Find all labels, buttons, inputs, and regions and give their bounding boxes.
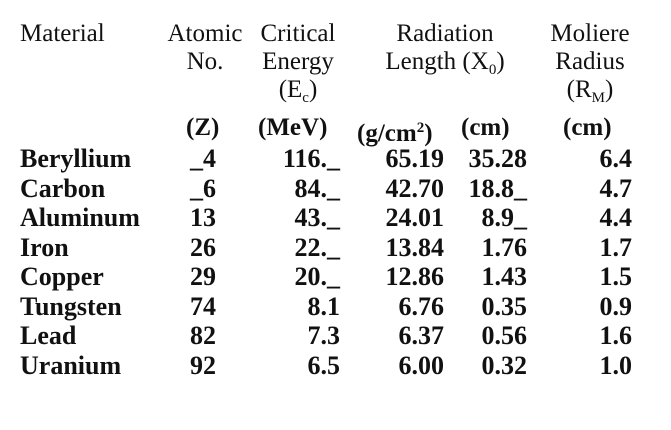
unit-gcm2: (g/cm2) xyxy=(357,120,433,147)
atomic-number: 82 xyxy=(190,321,216,350)
material-name: Copper xyxy=(20,262,104,291)
moliere-radius: 1.5 xyxy=(599,262,633,291)
moliere-radius: 4.7 xyxy=(599,173,633,203)
header-atomic-line2: No. xyxy=(186,48,224,75)
radiation-length-cm: 1.76 xyxy=(481,232,528,262)
critical-energy: 6.5 xyxy=(307,350,341,380)
material-name: Iron xyxy=(20,232,69,262)
material-name: Aluminum xyxy=(20,203,140,232)
atomic-number: 29 xyxy=(190,262,216,291)
header-radiation-line1: Radiation xyxy=(396,20,494,47)
atomic-number: 26 xyxy=(190,232,216,262)
atomic-number: 74 xyxy=(190,291,216,321)
header-critical-energy: Critical Energy (Ec) xyxy=(248,20,348,112)
header-critical-line2: Energy xyxy=(262,48,334,75)
atomic-number: 92 xyxy=(190,350,216,380)
atomic-number: 13 xyxy=(190,203,216,232)
header-moliere-line1: Moliere xyxy=(550,20,630,47)
critical-energy: 22._ xyxy=(294,232,341,262)
material-name: Carbon xyxy=(20,173,106,203)
radiation-length-cm: 35.28 xyxy=(468,144,528,173)
radiation-length-cm: 0.35 xyxy=(481,291,528,321)
header-radiation-length: Radiation Length (X0) xyxy=(355,20,535,84)
unit-cm-radius: (cm) xyxy=(563,114,612,141)
header-moliere-line2: Radius xyxy=(555,48,625,75)
header-atomic-number: Atomic No. xyxy=(160,20,250,76)
table-row: Tungsten 74 8.1 6.76 0.35 0.9 xyxy=(0,291,671,323)
radiation-length-cm: 18.8_ xyxy=(468,173,528,203)
header-radiation-line2: Length (X0) xyxy=(385,48,505,78)
table-row: Carbon _6 84._ 42.70 18.8_ 4.7 xyxy=(0,173,671,205)
material-name: Beryllium xyxy=(20,144,132,173)
header-atomic-line1: Atomic xyxy=(167,20,243,47)
radiation-length-cm: 0.32 xyxy=(481,350,528,380)
material-name: Lead xyxy=(20,321,77,350)
unit-mev: (MeV) xyxy=(258,114,328,141)
table-row: Uranium 92 6.5 6.00 0.32 1.0 xyxy=(0,350,671,382)
header-critical-symbol: (Ec) xyxy=(278,76,318,106)
table-row: Lead 82 7.3 6.37 0.56 1.6 xyxy=(0,320,671,352)
critical-energy: 84._ xyxy=(294,173,341,203)
radiation-length-gcm2: 12.86 xyxy=(385,262,445,291)
moliere-radius: 6.4 xyxy=(599,144,633,173)
moliere-radius: 1.6 xyxy=(599,321,633,350)
unit-cm-length: (cm) xyxy=(461,114,510,141)
radiation-length-gcm2: 6.37 xyxy=(398,321,445,350)
header-critical-line1: Critical xyxy=(260,20,336,47)
radiation-length-gcm2: 6.76 xyxy=(398,291,445,321)
header-material: Material xyxy=(20,20,105,47)
table-row: Beryllium _4 116._ 65.19 35.28 6.4 xyxy=(0,143,671,175)
radiation-length-gcm2: 6.00 xyxy=(398,350,445,380)
radiation-length-gcm2: 24.01 xyxy=(385,203,445,232)
material-name: Uranium xyxy=(20,350,122,380)
critical-energy: 20._ xyxy=(294,262,341,291)
atomic-number: _6 xyxy=(190,173,216,203)
critical-energy: 7.3 xyxy=(307,321,341,350)
critical-energy: 8.1 xyxy=(307,291,341,321)
radiation-length-gcm2: 42.70 xyxy=(385,173,445,203)
header-moliere-radius: Moliere Radius (RM) xyxy=(535,20,645,112)
table-row: Aluminum 13 43._ 24.01 8.9_ 4.4 xyxy=(0,202,671,234)
critical-energy: 116._ xyxy=(282,144,340,173)
moliere-radius: 0.9 xyxy=(599,291,633,321)
moliere-radius: 4.4 xyxy=(599,203,633,232)
unit-z: (Z) xyxy=(186,114,220,141)
radiation-length-cm: 0.56 xyxy=(481,321,528,350)
header-moliere-symbol: (RM) xyxy=(566,76,614,106)
moliere-radius: 1.7 xyxy=(599,232,633,262)
table-row: Iron 26 22._ 13.84 1.76 1.7 xyxy=(0,232,671,264)
material-name: Tungsten xyxy=(20,291,122,321)
radiation-length-cm: 1.43 xyxy=(481,262,528,291)
radiation-length-gcm2: 65.19 xyxy=(385,144,445,173)
radiation-length-cm: 8.9_ xyxy=(481,203,528,232)
critical-energy: 43._ xyxy=(294,203,341,232)
table-row: Copper 29 20._ 12.86 1.43 1.5 xyxy=(0,261,671,293)
atomic-number: _4 xyxy=(190,144,216,173)
moliere-radius: 1.0 xyxy=(599,350,633,380)
radiation-length-gcm2: 13.84 xyxy=(385,232,445,262)
